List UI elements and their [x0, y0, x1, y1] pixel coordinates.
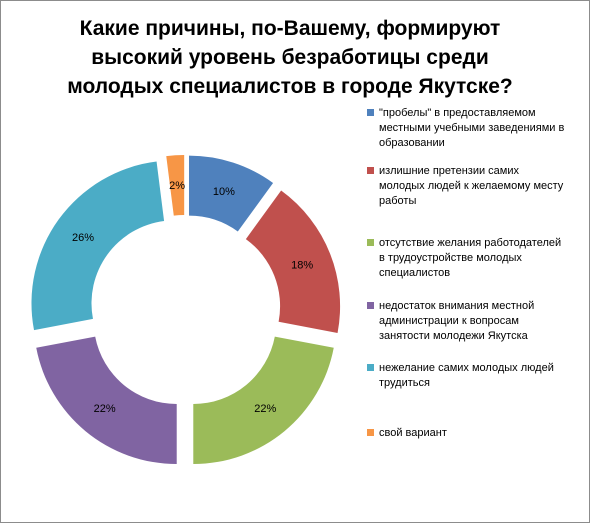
legend-item-0: "пробелы" в предоставляемом местными уче… [367, 106, 567, 151]
legend-label-3: недостаток внимания местной администраци… [379, 300, 535, 342]
legend-key-1 [367, 167, 374, 174]
data-label-4: 26% [72, 232, 94, 244]
legend-item-4: нежелание самих молодых людей трудиться [367, 361, 567, 391]
donut-slice-2 [193, 336, 334, 465]
legend-key-4 [367, 364, 374, 371]
donut-slice-5 [166, 155, 185, 216]
donut-slice-4 [31, 161, 165, 331]
donut-slice-0 [189, 155, 274, 232]
legend-item-1: излишние претензии самих молодых людей к… [367, 164, 567, 209]
legend-label-1: излишние претензии самих молодых людей к… [379, 165, 564, 207]
legend-item-2: отсутствие желания работодателей в трудо… [367, 236, 567, 281]
donut-slice-1 [245, 190, 341, 334]
data-label-3: 22% [94, 403, 116, 415]
legend-item-3: недостаток внимания местной администраци… [367, 299, 567, 344]
data-label-1: 18% [291, 260, 313, 272]
donut-slice-3 [36, 336, 177, 465]
chart-title: Какие причины, по-Вашему, формируют высо… [67, 17, 513, 98]
data-label-5: 2% [169, 180, 185, 192]
legend-label-0: "пробелы" в предоставляемом местными уче… [379, 107, 565, 149]
legend-key-2 [367, 239, 374, 246]
data-label-0: 10% [213, 186, 235, 198]
data-label-2: 22% [254, 403, 276, 415]
legend-key-0 [367, 109, 374, 116]
legend-item-5: свой вариант [367, 426, 567, 441]
legend-label-2: отсутствие желания работодателей в трудо… [379, 237, 562, 279]
legend-key-3 [367, 302, 374, 309]
legend-label-5: свой вариант [379, 427, 447, 439]
legend-key-5 [367, 429, 374, 436]
legend-label-4: нежелание самих молодых людей трудиться [379, 362, 554, 389]
